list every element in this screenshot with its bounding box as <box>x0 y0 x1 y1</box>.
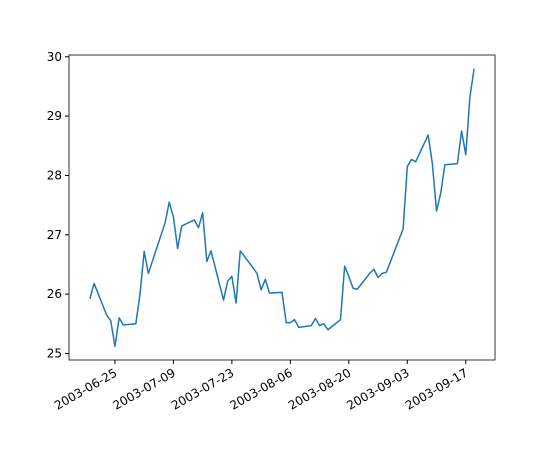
y-tick-label: 26 <box>47 287 62 301</box>
x-tick-label: 2003-09-03 <box>344 366 411 413</box>
x-tick-label: 2003-06-25 <box>52 366 119 413</box>
y-tick-label: 25 <box>47 346 62 360</box>
x-tick-label: 2003-09-17 <box>403 366 470 413</box>
y-tick-label: 30 <box>47 50 62 64</box>
x-tick-label: 2003-07-23 <box>169 366 236 413</box>
y-tick-label: 28 <box>47 168 62 182</box>
x-tick-label: 2003-08-20 <box>286 366 353 413</box>
y-tick-label: 27 <box>47 228 62 242</box>
y-tick-label: 29 <box>47 109 62 123</box>
plot-frame <box>68 54 496 361</box>
line <box>89 68 475 348</box>
x-tick-label: 2003-07-09 <box>111 366 178 413</box>
x-tick-label: 2003-08-06 <box>227 366 294 413</box>
